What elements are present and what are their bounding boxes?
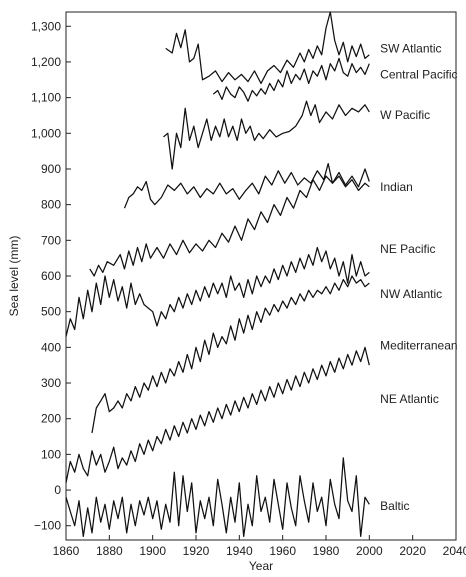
series-line-indian — [123, 162, 370, 209]
series-label-indian: Indian — [380, 180, 413, 194]
x-tick-label: 2020 — [399, 544, 426, 558]
x-tick-label: 2040 — [443, 544, 466, 558]
y-tick-label: 1,300 — [31, 19, 61, 33]
x-tick-label: 2000 — [356, 544, 383, 558]
y-tick-label: −100 — [34, 519, 61, 533]
x-tick-label: 1980 — [313, 544, 340, 558]
y-axis: −100 0 100 200 300 400 500 600 700 800 900 1,000 1,1… — [31, 19, 71, 533]
series-line-ne-atlantic — [65, 346, 370, 484]
y-tick-label: 0 — [54, 483, 61, 497]
series-label-central-pacific: Central Pacific — [380, 67, 457, 81]
series-line-mediterranean — [91, 275, 370, 434]
y-tick-label: 500 — [41, 305, 61, 319]
series-line-w-pacific — [163, 100, 370, 170]
x-axis: 1860 1880 1900 1920 1940 1960 1980 2000 2020 2040 — [53, 535, 466, 558]
y-tick-label: 900 — [41, 162, 61, 176]
y-tick-label: 700 — [41, 233, 61, 247]
series-label-nw-atlantic: NW Atlantic — [380, 287, 442, 301]
y-axis-title: Sea level (mm) — [7, 236, 21, 317]
x-tick-label: 1960 — [269, 544, 296, 558]
x-tick-label: 1900 — [139, 544, 166, 558]
x-tick-label: 1940 — [226, 544, 253, 558]
x-tick-label: 1880 — [96, 544, 123, 558]
series-label-ne-pacific: NE Pacific — [380, 242, 435, 256]
y-tick-label: 300 — [41, 376, 61, 390]
series-line-nw-atlantic — [65, 246, 370, 337]
y-tick-label: 400 — [41, 340, 61, 354]
y-tick-label: 800 — [41, 198, 61, 212]
series-line-central-pacific — [212, 57, 370, 102]
series-label-baltic: Baltic — [380, 499, 409, 513]
y-tick-label: 200 — [41, 412, 61, 426]
x-axis-title: Year — [249, 559, 273, 573]
series-group: SW Atlantic Central Pacific W Pacific India… — [65, 11, 458, 538]
series-line-baltic — [65, 457, 370, 538]
y-tick-label: 1,100 — [31, 91, 61, 105]
series-line-sw-atlantic — [165, 11, 370, 85]
x-tick-label: 1920 — [183, 544, 210, 558]
y-tick-label: 1,000 — [31, 126, 61, 140]
y-tick-label: 600 — [41, 269, 61, 283]
x-tick-label: 1860 — [53, 544, 80, 558]
series-line-ne-pacific — [89, 175, 370, 277]
series-label-w-pacific: W Pacific — [380, 108, 430, 122]
series-label-mediterranean: Mediterranean — [380, 339, 457, 353]
y-tick-label: 1,200 — [31, 55, 61, 69]
series-label-sw-atlantic: SW Atlantic — [380, 42, 441, 56]
y-tick-label: 100 — [41, 447, 61, 461]
series-label-ne-atlantic: NE Atlantic — [380, 392, 439, 406]
